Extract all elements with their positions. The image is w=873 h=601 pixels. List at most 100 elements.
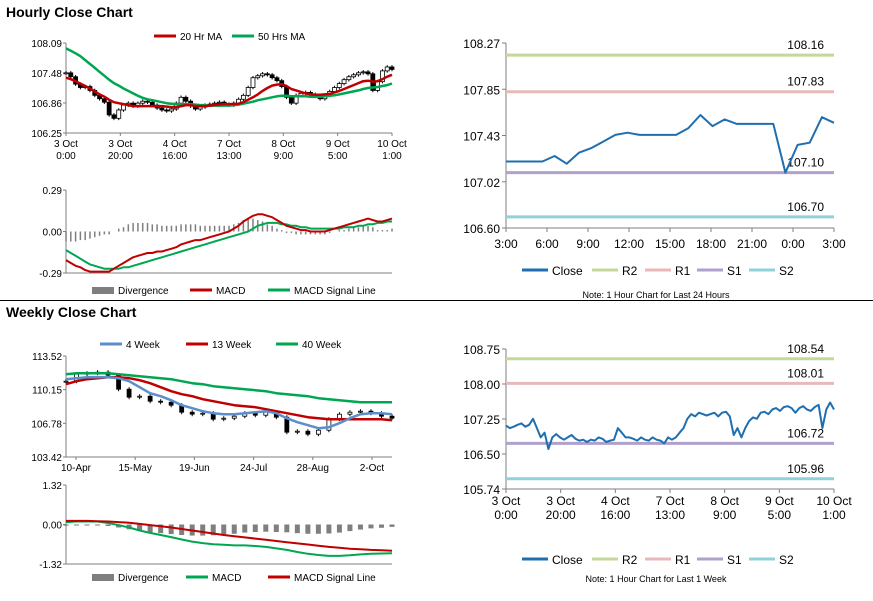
y-tick-label: -1.32: [39, 560, 62, 571]
x-tick-label: 10-Apr: [61, 463, 92, 474]
x-tick-label: 0:00: [494, 508, 518, 522]
x-tick-label: 1:00: [822, 508, 846, 522]
x-tick-label: 9:00: [713, 508, 737, 522]
divergence-bar: [95, 524, 101, 526]
x-tick-label: 16:00: [162, 151, 187, 162]
hourly-candle: [384, 66, 390, 72]
hourly-candle: [101, 98, 107, 103]
legend-label: Close: [552, 264, 583, 278]
divergence-bar: [368, 524, 374, 529]
x-tick-label: 10 Oct: [816, 494, 852, 508]
x-tick-label: 7 Oct: [217, 139, 241, 150]
x-tick-label: 3 Oct: [492, 494, 521, 508]
x-tick-label: 15-May: [119, 463, 152, 474]
x-tick-label: 3 Oct: [54, 139, 78, 150]
hourly-candle: [116, 109, 122, 119]
x-tick-label: 7 Oct: [656, 494, 685, 508]
ma40-line: [65, 371, 392, 404]
x-tick-label: 15:00: [655, 237, 685, 251]
y-tick-label: 107.02: [463, 176, 500, 190]
divergence-bar: [347, 524, 353, 532]
divergence-bar: [252, 524, 258, 532]
close-line: [505, 401, 835, 450]
x-tick-label: 9:00: [274, 151, 294, 162]
hourly-candle: [197, 106, 203, 110]
weekly-candle: [347, 411, 353, 415]
level-label-r1: 108.01: [787, 366, 824, 380]
hourly-candle: [346, 76, 352, 81]
x-tick-label: 20:00: [546, 508, 576, 522]
divergence-bar: [305, 524, 311, 534]
legend-label: Divergence: [118, 286, 169, 297]
ma20-line: [65, 73, 393, 109]
level-label-r1: 107.83: [787, 75, 824, 89]
x-tick-label: 9 Oct: [765, 494, 794, 508]
y-tick-label: 106.50: [463, 448, 500, 462]
hourly-candle: [240, 94, 246, 100]
hourly-candle: [217, 101, 222, 104]
hourly-candle: [140, 100, 146, 104]
x-tick-label: 3:00: [494, 237, 518, 251]
divergence-bar: [315, 524, 321, 534]
legend-label: MACD: [216, 286, 245, 297]
hourly-candle: [121, 104, 126, 111]
weekly-candle: [358, 410, 363, 413]
x-tick-label: 0:00: [781, 237, 805, 251]
legend-label: R1: [675, 553, 691, 567]
weekly-candle: [221, 417, 227, 420]
legend-label: S1: [727, 553, 742, 567]
x-tick-label: 8 Oct: [271, 139, 295, 150]
y-tick-label: 0.00: [43, 521, 63, 532]
close-line: [506, 114, 835, 174]
weekly-candle: [389, 415, 395, 419]
divergence-bar: [357, 524, 363, 530]
hourly-candle: [250, 77, 256, 88]
x-tick-label: 13:00: [655, 508, 685, 522]
divergence-bar: [200, 524, 206, 536]
x-tick-label: 9:00: [576, 237, 600, 251]
weekly-candle: [189, 411, 195, 415]
x-tick-label: 8 Oct: [710, 494, 739, 508]
legend-swatch: [92, 287, 114, 294]
x-tick-label: 28-Aug: [297, 463, 329, 474]
hourly-candle: [264, 73, 270, 76]
weekly-candle: [305, 430, 311, 435]
hourly-candle: [341, 79, 347, 84]
macd-line: [65, 520, 393, 557]
divergence-bar: [378, 524, 384, 528]
hourly-candle: [68, 72, 74, 78]
x-tick-label: 12:00: [614, 237, 644, 251]
hourly-candle: [106, 101, 112, 116]
x-tick-label: 5:00: [768, 508, 792, 522]
section-divider: [0, 300, 873, 301]
legend-label: S1: [727, 264, 742, 278]
x-tick-label: 3 Oct: [108, 139, 132, 150]
legend-label: R2: [622, 553, 638, 567]
y-tick-label: 108.00: [463, 378, 500, 392]
x-tick-label: 13:00: [216, 151, 241, 162]
hourly-candle: [274, 77, 280, 82]
level-label-r2: 108.16: [787, 38, 824, 52]
weekly-candle: [147, 395, 153, 402]
legend-label: R2: [622, 264, 638, 278]
divergence-bar: [284, 524, 290, 533]
x-tick-label: 19-Jun: [179, 463, 210, 474]
legend-label: MACD Signal Line: [294, 286, 376, 297]
weekly-chart-title: Weekly Close Chart: [6, 304, 137, 320]
level-label-s1: 107.10: [787, 156, 824, 170]
macd-line: [65, 213, 393, 273]
x-tick-label: 3 Oct: [546, 494, 575, 508]
y-tick-label: 106.60: [463, 222, 500, 236]
divergence-bar: [84, 524, 90, 526]
y-tick-label: 107.85: [463, 83, 500, 97]
divergence-bar: [168, 524, 174, 535]
y-tick-label: -0.29: [39, 269, 62, 280]
divergence-bar: [336, 524, 342, 533]
chart-note: Note: 1 Hour Chart for Last 1 Week: [586, 574, 727, 584]
legend-label: MACD Signal Line: [294, 573, 376, 584]
divergence-bar: [242, 524, 248, 533]
chart-note: Note: 1 Hour Chart for Last 24 Hours: [582, 290, 730, 300]
hourly-candle: [360, 71, 366, 74]
y-tick-label: 108.09: [31, 39, 62, 50]
y-tick-label: 105.74: [463, 483, 500, 497]
